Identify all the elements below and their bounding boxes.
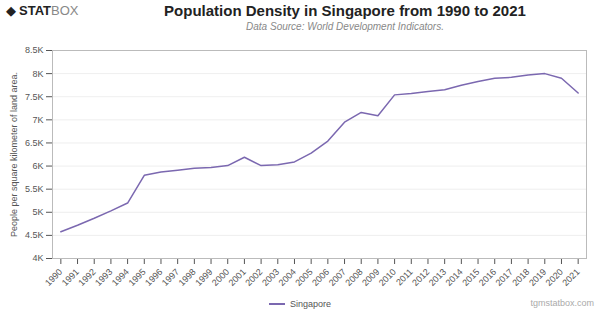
- svg-text:People per square kilometer of: People per square kilometer of land area…: [9, 72, 19, 237]
- svg-text:1990: 1990: [43, 267, 64, 288]
- svg-text:8.5K: 8.5K: [25, 45, 44, 55]
- svg-text:1996: 1996: [143, 267, 164, 288]
- svg-text:2015: 2015: [460, 267, 481, 288]
- svg-text:4.5K: 4.5K: [25, 230, 44, 240]
- svg-text:2013: 2013: [427, 267, 448, 288]
- svg-text:1992: 1992: [76, 267, 97, 288]
- svg-text:2008: 2008: [343, 267, 364, 288]
- svg-text:2010: 2010: [377, 267, 398, 288]
- svg-text:2009: 2009: [360, 267, 381, 288]
- svg-text:2017: 2017: [494, 267, 515, 288]
- svg-text:1997: 1997: [160, 267, 181, 288]
- svg-text:6K: 6K: [32, 161, 43, 171]
- svg-text:2019: 2019: [527, 267, 548, 288]
- svg-text:1993: 1993: [93, 267, 114, 288]
- html-text:◆ STAT BOX: ◆ STAT BOX: [6, 3, 79, 18]
- svg-text:5K: 5K: [32, 207, 43, 217]
- svg-text:2003: 2003: [260, 267, 281, 288]
- html-text:Population Density in Singapor: Population Density in Singapore from 199…: [164, 2, 526, 19]
- html-text:tgmstatbox.com: tgmstatbox.com: [530, 298, 594, 308]
- html-text:Singapore: Singapore: [290, 299, 331, 309]
- svg-text:2001: 2001: [227, 267, 248, 288]
- svg-text:2011: 2011: [394, 267, 415, 288]
- svg-text:8K: 8K: [32, 68, 43, 78]
- svg-text:2012: 2012: [410, 267, 431, 288]
- svg-text:2020: 2020: [544, 267, 565, 288]
- html-text:Data Source: World Development: Data Source: World Development Indicator…: [246, 21, 444, 32]
- svg-text:2006: 2006: [310, 267, 331, 288]
- svg-text:2014: 2014: [444, 267, 465, 288]
- svg-text:1991: 1991: [60, 267, 81, 288]
- svg-text:2018: 2018: [510, 267, 531, 288]
- svg-text:5.5K: 5.5K: [25, 184, 44, 194]
- svg-text:1999: 1999: [193, 267, 214, 288]
- svg-text:2005: 2005: [293, 267, 314, 288]
- svg-text:6.5K: 6.5K: [25, 138, 44, 148]
- svg-text:1994: 1994: [110, 267, 131, 288]
- svg-text:2007: 2007: [327, 267, 348, 288]
- svg-text:1998: 1998: [177, 267, 198, 288]
- svg-text:2021: 2021: [560, 267, 581, 288]
- svg-text:7K: 7K: [32, 115, 43, 125]
- svg-text:1995: 1995: [126, 267, 147, 288]
- svg-text:2016: 2016: [477, 267, 498, 288]
- svg-text:2000: 2000: [210, 267, 231, 288]
- svg-text:4K: 4K: [32, 253, 43, 263]
- svg-text:2002: 2002: [243, 267, 264, 288]
- svg-text:2004: 2004: [277, 267, 298, 288]
- svg-text:7.5K: 7.5K: [25, 92, 44, 102]
